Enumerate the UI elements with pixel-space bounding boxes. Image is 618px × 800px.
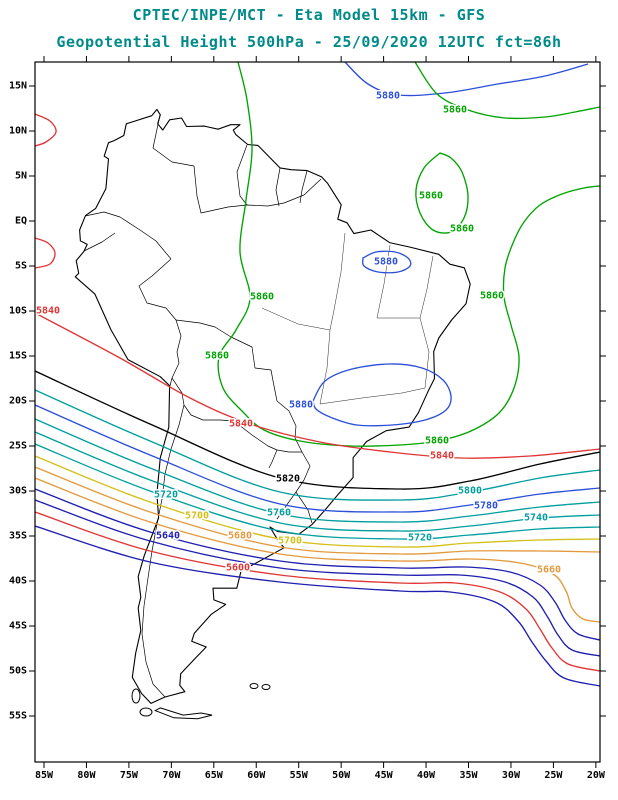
contour-label: 5860 — [450, 224, 474, 235]
lat-label: 45S — [9, 621, 27, 632]
contour-line-5880 — [361, 250, 412, 274]
south-america-coastline — [74, 108, 471, 704]
contour-line-5860 — [414, 62, 600, 120]
contour-line-5740 — [35, 431, 600, 532]
country-borders — [83, 114, 322, 698]
lon-label: 30W — [502, 770, 521, 781]
contour-line-5640 — [35, 488, 600, 641]
lat-label: 5S — [15, 261, 27, 272]
contour-line-5860 — [415, 152, 469, 234]
contour-label: 5720 — [154, 490, 178, 501]
contour-label: 5680 — [228, 531, 252, 542]
lon-label: 40W — [417, 770, 436, 781]
contour-label: 5740 — [524, 513, 548, 524]
contour-label: 5860 — [205, 351, 229, 362]
lon-label: 25W — [544, 770, 563, 781]
chart-title: CPTEC/INPE/MCT - Eta Model 15km - GFS Ge… — [0, 6, 618, 51]
falkland-island-west — [249, 683, 259, 689]
contour-label: 5880 — [374, 257, 398, 268]
lon-label: 85W — [35, 770, 54, 781]
lat-label: 30S — [9, 486, 27, 497]
contour-line-5720 — [35, 443, 600, 540]
axis-ticks — [29, 56, 606, 768]
contour-line-5700 — [35, 455, 600, 548]
lat-label: 5N — [15, 171, 27, 182]
lon-label: 20W — [587, 770, 606, 781]
lat-label: 55S — [9, 711, 27, 722]
contour-line-5680 — [35, 466, 600, 555]
lat-label: 25S — [9, 441, 27, 452]
tierra-del-fuego-island — [153, 707, 213, 720]
lat-label: 15N — [9, 81, 27, 92]
lon-label: 35W — [459, 770, 478, 781]
chilean-island-2 — [139, 707, 153, 717]
contour-line-5760 — [35, 418, 600, 523]
contour-label: 5860 — [443, 105, 467, 116]
lat-label: 40S — [9, 576, 27, 587]
contour-label: 5640 — [156, 531, 180, 542]
lat-label: 15S — [9, 351, 27, 362]
state-borders — [261, 232, 434, 405]
lat-label: 50S — [9, 666, 27, 677]
contour-line-5880 — [344, 62, 589, 97]
lat-axis-labels: 15N 10N 5N EQ 5S 10S 15S 20S 25S 30S 35S 40S 45S 50S 5… — [9, 81, 27, 722]
lon-axis-labels: 85W 80W 75W 70W 65W 60W 55W 50W 45W 40W 35W 30W 25W 2… — [35, 770, 606, 781]
contour-label: 5840 — [36, 306, 60, 317]
contour-label: 5880 — [289, 400, 313, 411]
contour-line-5860 — [217, 62, 600, 447]
contour-line-5880 — [312, 363, 452, 427]
contour-label: 5760 — [267, 508, 291, 519]
contour-label: 5700 — [185, 511, 209, 522]
title-line-2: Geopotential Height 500hPa - 25/09/2020 … — [56, 33, 562, 51]
contour-label: 5840 — [229, 419, 253, 430]
lon-label: 45W — [375, 770, 394, 781]
contour-label: 5860 — [250, 292, 274, 303]
geography — [74, 108, 471, 720]
contour-label: 5800 — [458, 486, 482, 497]
chilean-island — [131, 688, 141, 704]
contour-labels: 5880 5860 5860 5860 5880 5860 5840 5860 5860 5880… — [35, 89, 563, 577]
contour-line-5840 — [35, 312, 600, 459]
lon-label: 80W — [77, 770, 96, 781]
falkland-island-east — [261, 684, 271, 690]
contour-label: 5720 — [408, 533, 432, 544]
lon-label: 55W — [290, 770, 309, 781]
lat-label: EQ — [15, 216, 27, 227]
lon-label: 50W — [332, 770, 351, 781]
title-line-1: CPTEC/INPE/MCT - Eta Model 15km - GFS — [132, 6, 486, 24]
lon-label: 60W — [247, 770, 266, 781]
contour-line-5800 — [35, 389, 600, 501]
lat-label: 10S — [9, 306, 27, 317]
contour-line-5820 — [35, 370, 600, 490]
contour-label: 5860 — [419, 191, 443, 202]
contour-line-5840 — [35, 113, 57, 147]
contour-label: 5780 — [474, 501, 498, 512]
map-frame — [34, 61, 601, 763]
lat-label: 10N — [9, 126, 27, 137]
contour-label: 5860 — [425, 436, 449, 447]
lon-label: 65W — [205, 770, 224, 781]
contour-label: 5660 — [537, 565, 561, 576]
contour-line-5840 — [35, 237, 56, 269]
lon-label: 70W — [162, 770, 181, 781]
contour-line-5600 — [35, 511, 600, 672]
contour-label: 5600 — [226, 563, 250, 574]
contour-label: 5700 — [278, 536, 302, 547]
contour-line-5660 — [35, 477, 600, 623]
contour-label: 5840 — [430, 451, 454, 462]
contour-label: 5820 — [276, 474, 300, 485]
contour-label: 5860 — [480, 291, 504, 302]
contour-line-5620 — [35, 499, 600, 657]
contour-label: 5880 — [376, 91, 400, 102]
contour-line-5580 — [35, 525, 600, 687]
lon-label: 75W — [120, 770, 139, 781]
lat-label: 35S — [9, 531, 27, 542]
contour-line-5780 — [35, 404, 600, 513]
lat-label: 20S — [9, 396, 27, 407]
contour-lines — [35, 62, 600, 687]
